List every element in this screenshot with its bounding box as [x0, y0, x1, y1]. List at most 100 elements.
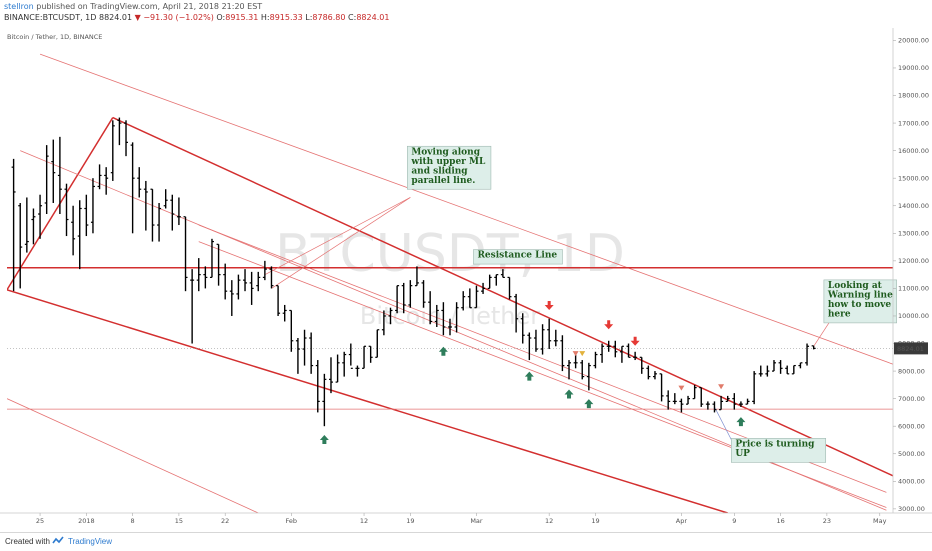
ohlc-bar — [791, 364, 796, 375]
inner-parallel-line-2 — [198, 241, 887, 508]
down-triangle-icon: ▼ — [134, 13, 141, 22]
ohlc-bar — [203, 266, 208, 289]
ohlc-bar — [467, 288, 472, 309]
publisher-text: published on TradingView.com, April 21, … — [33, 2, 263, 11]
price-tick-label: 15000.00 — [898, 174, 929, 182]
symbol-label: BINANCE:BTCUSDT, 1D — [4, 13, 97, 22]
high-label: H: — [260, 13, 270, 22]
ohlc-bar — [798, 362, 803, 369]
change-value: −91.30 (−1.02%) — [143, 13, 214, 22]
ohlc-bar — [593, 351, 598, 369]
ohlc-bar — [633, 351, 638, 361]
ohlc-bar — [342, 351, 347, 377]
tradingview-logo-icon — [52, 536, 64, 544]
ohlc-bar — [778, 360, 783, 374]
ohlc-bar — [183, 216, 188, 292]
ohlc-bar — [771, 360, 776, 372]
ohlc-bar — [196, 258, 201, 292]
time-tick-label: 12 — [360, 517, 368, 525]
ohlc-bar — [414, 266, 419, 287]
ohlc-bar — [269, 266, 274, 289]
ohlc-bar — [71, 205, 76, 256]
time-tick-label: Apr — [676, 517, 688, 525]
ohlc-bar — [481, 282, 486, 294]
ohlc-bar — [90, 178, 95, 234]
ohlc-bar — [18, 202, 23, 289]
note-box — [731, 438, 827, 463]
ohlc-bar — [236, 274, 241, 300]
price-tick-label: 10000.00 — [898, 312, 929, 320]
ohlc-bar — [619, 345, 624, 363]
time-tick-label: 2018 — [78, 517, 95, 525]
ohlc-bar — [639, 356, 644, 374]
price-tick-label: 14000.00 — [898, 202, 929, 210]
ohlc-bar — [368, 345, 373, 363]
ohlc-bar — [514, 293, 519, 333]
ohlc-bar — [163, 189, 168, 209]
ohlc-bars — [11, 117, 816, 427]
time-tick-label: 19 — [406, 517, 414, 525]
ohlc-bar — [600, 343, 605, 363]
ohlc-bar — [302, 329, 307, 366]
publisher-username[interactable]: stellron — [4, 2, 34, 11]
note-resistance[interactable]: Resistance Line — [473, 249, 563, 265]
triangle-marker-icon — [579, 351, 586, 357]
ohlc-bar — [348, 343, 353, 369]
ohlc-bar — [282, 304, 287, 322]
ohlc-bar — [256, 271, 261, 292]
ohlc-bar — [679, 398, 684, 413]
ohlc-bar — [606, 340, 611, 352]
time-tick-label: 16 — [776, 517, 784, 525]
ohlc-bar — [421, 280, 426, 308]
triangle-marker-icon — [678, 385, 685, 391]
price-tick-label: 11000.00 — [898, 285, 929, 293]
ohlc-bar — [553, 329, 558, 347]
ohlc-bar — [719, 395, 724, 411]
ohlc-bar — [659, 373, 664, 402]
ohlc-bar — [500, 269, 505, 278]
callout-connector-4 — [714, 406, 735, 446]
ohlc-bar — [355, 365, 360, 377]
ohlc-bar — [64, 183, 69, 237]
ohlc-bar — [454, 302, 459, 333]
ohlc-bar — [328, 357, 333, 394]
ohlc-bar — [752, 371, 757, 405]
price-tick-label: 17000.00 — [898, 119, 929, 127]
ohlc-bar — [84, 194, 89, 237]
down-arrow-icon — [604, 320, 614, 330]
price-tick-label: 8000.00 — [898, 367, 925, 375]
ohlc-bar — [732, 393, 737, 410]
ohlc-bar — [262, 260, 267, 281]
ohlc-bar — [130, 142, 135, 234]
price-tick-label: 16000.00 — [898, 147, 929, 155]
time-tick-label: 9 — [732, 517, 736, 525]
time-tick-label: 15 — [175, 517, 183, 525]
tradingview-brand-link[interactable]: TradingView — [68, 537, 113, 546]
triangle-marker-icon — [572, 351, 579, 357]
ohlc-bar — [110, 120, 115, 181]
ohlc-bar — [725, 395, 730, 402]
note-line: Warning line — [827, 290, 893, 300]
ohlc-bar — [692, 384, 697, 400]
time-tick-label: May — [873, 517, 887, 525]
ohlc-bar — [51, 139, 56, 203]
ohlc-bar — [295, 338, 300, 374]
up-arrow-icon — [524, 371, 534, 381]
ohlc-bar — [586, 362, 591, 391]
note-box — [473, 249, 563, 265]
ohlc-bar — [157, 202, 162, 242]
axes[interactable]: 20000.00 19000.00 18000.00 17000.00 16000.00… — [0, 28, 932, 525]
note-line: Looking at — [828, 281, 883, 291]
ohlc-bar — [461, 291, 466, 311]
chart-header: stellron published on TradingView.com, A… — [0, 0, 932, 28]
ohlc-bar — [44, 145, 49, 215]
note-line: Moving along — [411, 147, 480, 157]
chart-title: Bitcoin / Tether, 1D, BINANCE — [7, 33, 102, 41]
note-line: with upper ML — [410, 157, 486, 167]
time-tick-label: 19 — [591, 517, 599, 525]
